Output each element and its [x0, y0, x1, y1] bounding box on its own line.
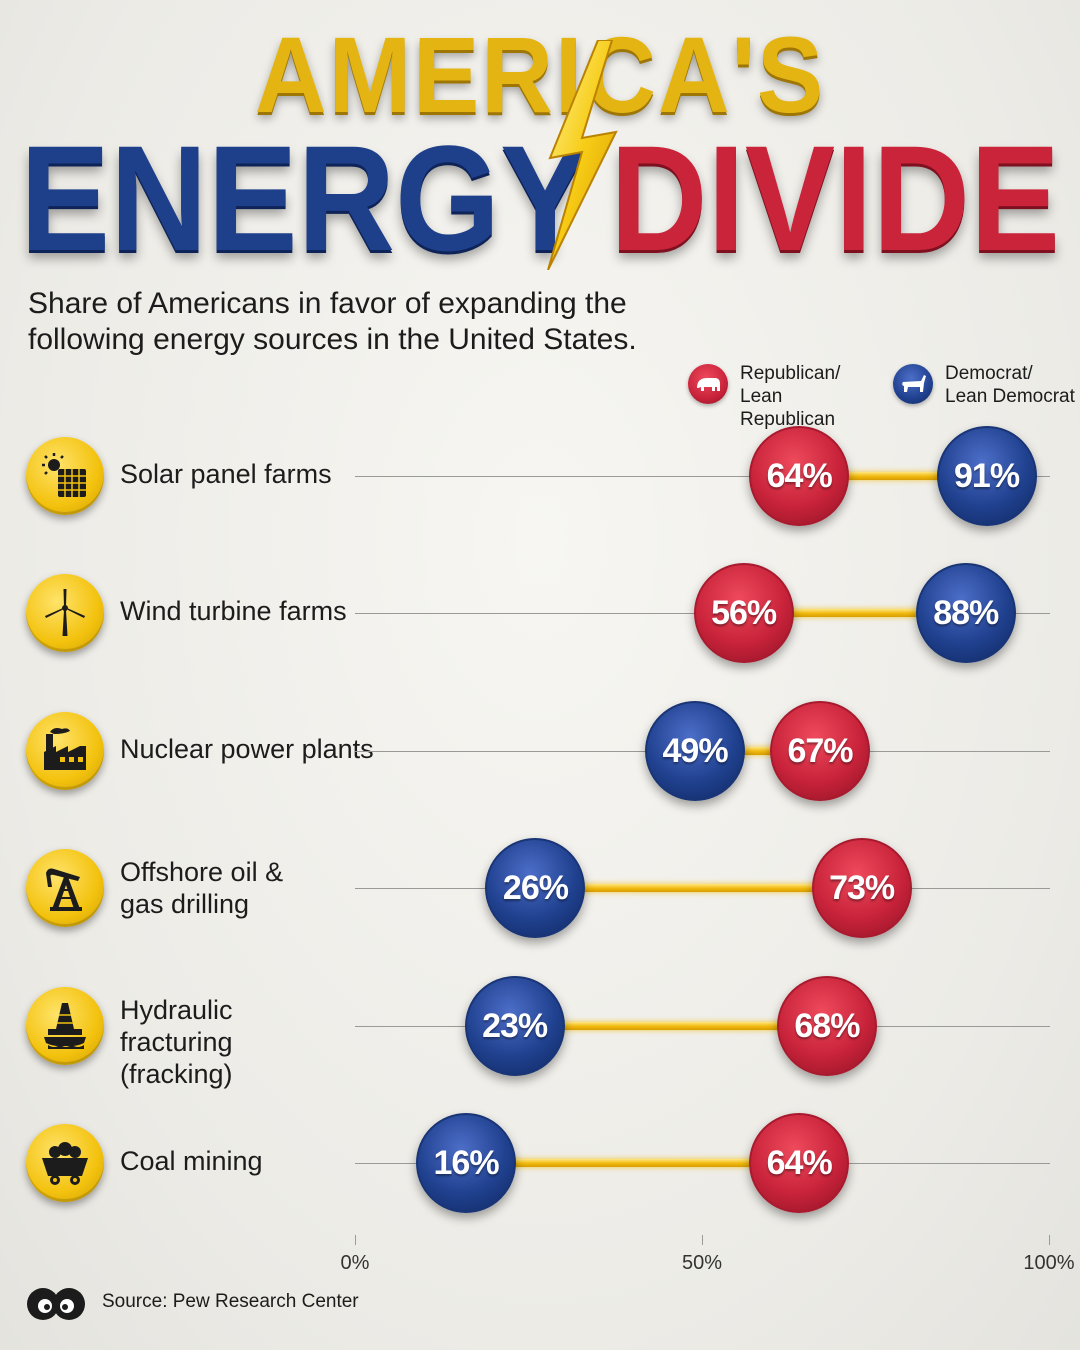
gap-bar: [743, 609, 966, 617]
republican-dot: 67%: [769, 701, 870, 801]
gap-bar: [535, 884, 862, 892]
title-divide: DIVIDE: [610, 114, 1061, 282]
row-label: Offshore oil & gas drilling: [120, 857, 284, 919]
coal-cart-icon: [26, 1124, 104, 1202]
fracking-rig-icon: [26, 987, 104, 1065]
gap-bar: [695, 747, 820, 755]
row-label: Coal mining: [120, 1146, 263, 1176]
gap-bar: [466, 1159, 800, 1167]
democrat-dot: 23%: [464, 976, 565, 1076]
lightning-bolt-icon: [547, 40, 618, 270]
logo-icon: [27, 1288, 85, 1320]
legend-democrat-label: Democrat/ Lean Democrat: [945, 363, 1075, 407]
row-label: Wind turbine farms: [120, 596, 347, 626]
row-label: Hydraulic fracturing (fracking): [120, 995, 233, 1089]
title-energy: ENERGY: [20, 114, 591, 282]
legend-republican-label: Republican/ Lean Republican: [740, 363, 841, 430]
gap-bar: [514, 1022, 827, 1030]
democrat-dot: 26%: [485, 838, 586, 938]
republican-dot: 68%: [776, 976, 877, 1076]
tick-label-0: 0%: [340, 1252, 370, 1274]
republican-dot: 64%: [749, 1113, 850, 1213]
wind-turbine-icon: [26, 574, 104, 652]
donkey-icon: [893, 364, 933, 404]
row-label: Nuclear power plants: [120, 734, 374, 764]
democrat-dot: 16%: [416, 1113, 517, 1213]
tick-mark-100: [1049, 1235, 1050, 1245]
elephant-icon: [688, 364, 728, 404]
democrat-dot: 88%: [915, 563, 1016, 663]
solar-panel-icon: [26, 437, 104, 515]
democrat-dot: 91%: [936, 426, 1037, 526]
republican-dot: 64%: [749, 426, 850, 526]
democrat-dot: 49%: [645, 701, 746, 801]
tick-label-50: 50%: [681, 1252, 723, 1274]
factory-icon: [26, 712, 104, 790]
source-note: Source: Pew Research Center: [102, 1291, 359, 1312]
subtitle: Share of Americans in favor of expanding…: [28, 287, 637, 356]
gap-bar: [799, 472, 987, 480]
tick-mark-0: [355, 1235, 356, 1245]
tick-label-100: 100%: [1023, 1252, 1075, 1274]
title-line1: AMERICA'S: [254, 14, 826, 135]
tick-mark-50: [702, 1235, 703, 1245]
republican-dot: 56%: [693, 563, 794, 663]
row-label: Solar panel farms: [120, 459, 332, 489]
track-line: [355, 476, 1050, 477]
oil-pump-icon: [26, 849, 104, 927]
republican-dot: 73%: [811, 838, 912, 938]
